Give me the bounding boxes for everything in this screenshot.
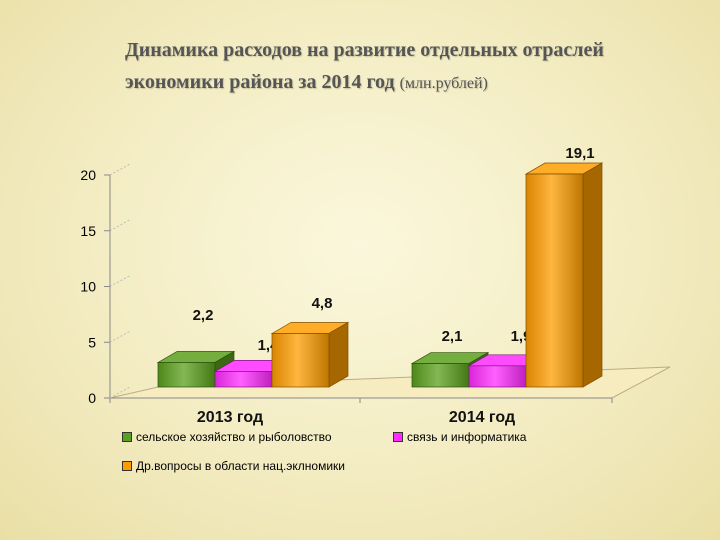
data-label: 2,2 [193, 307, 214, 324]
legend-label-other-economy: Др.вопросы в области нац.эклномики [136, 459, 346, 473]
y-tick-guide [109, 219, 131, 232]
y-tick-label: 15 [80, 223, 96, 239]
bar [525, 173, 584, 388]
legend-item-communications: связь и информатика [393, 430, 526, 444]
legend-swatch-communications [393, 432, 403, 442]
y-tick-label: 0 [88, 390, 96, 406]
data-label: 19,1 [565, 145, 594, 162]
legend-item-other-economy: Др.вопросы в области нац.эклномики [122, 459, 345, 473]
title-line-1: Динамика расходов на развитие отдельных … [125, 39, 604, 61]
y-tick-label: 5 [88, 334, 96, 350]
y-tick-guide [109, 275, 131, 287]
data-label: 4,8 [312, 295, 333, 312]
bar [214, 371, 273, 388]
legend-swatch-agriculture [122, 432, 132, 442]
y-tick-label: 20 [80, 167, 96, 183]
title-line-2: экономики района за 2014 год [125, 71, 395, 93]
legend-item-agriculture: сельское хозяйство и рыболовство [122, 430, 332, 444]
chart-title: Динамика расходов на развитие отдельных … [125, 34, 705, 100]
x-tick-label: 2014 год [449, 409, 515, 426]
legend-label-agriculture: сельское хозяйство и рыболовство [136, 430, 332, 444]
x-tick-label: 2013 год [197, 409, 263, 426]
bar [468, 365, 527, 388]
legend-label-communications: связь и информатика [407, 430, 527, 444]
bar [157, 362, 216, 388]
bar [271, 333, 330, 388]
bar [411, 363, 470, 388]
legend-swatch-other-economy [122, 461, 132, 471]
title-unit: (млн.рублей) [399, 75, 488, 92]
bar-side-face [328, 321, 349, 388]
data-label: 2,1 [442, 328, 463, 345]
y-tick-guide [109, 330, 131, 343]
y-tick-label: 10 [80, 279, 96, 295]
bar-side-face [582, 162, 603, 388]
y-tick-guide [109, 163, 131, 176]
